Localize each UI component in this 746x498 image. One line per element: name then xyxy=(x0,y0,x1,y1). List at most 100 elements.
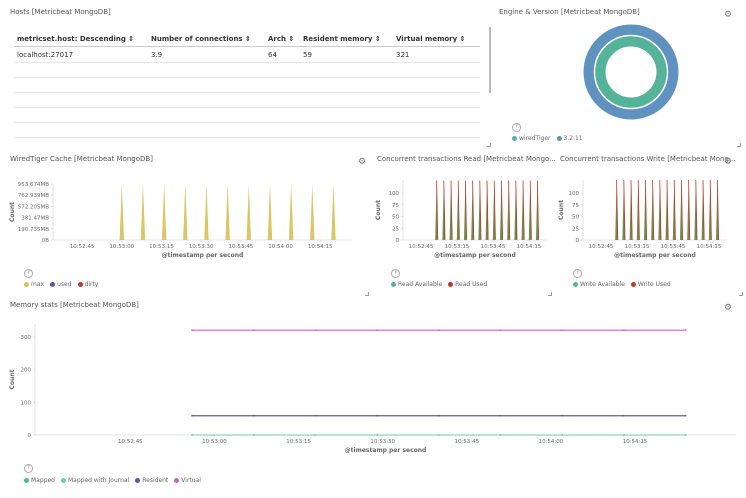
x-tick-label: 10:53:45 xyxy=(481,244,506,250)
area-spike-write-used xyxy=(695,179,698,241)
help-icon[interactable]: ? xyxy=(512,123,521,132)
area-spike-read-used xyxy=(472,180,475,240)
donut-ring-version[interactable] xyxy=(583,24,679,120)
wt-panel: WiredTiger Cache [Metricbeat MongoDB] ⚙ … xyxy=(0,150,372,298)
x-tick-label: 10:53:15 xyxy=(286,439,311,445)
legend-label: dirty xyxy=(84,281,99,288)
data-point xyxy=(499,414,502,417)
area-spike-max xyxy=(140,184,146,240)
gear-icon[interactable]: ⚙ xyxy=(357,157,367,167)
x-tick-label: 10:53:45 xyxy=(661,244,686,250)
resize-handle[interactable] xyxy=(487,143,491,147)
data-point xyxy=(561,414,564,417)
legend-item[interactable]: Mapped with Journal xyxy=(60,477,130,484)
row-divider xyxy=(14,137,480,138)
legend-item[interactable]: used xyxy=(50,281,72,288)
donut-ring-engine[interactable] xyxy=(594,35,668,109)
legend-label: Read Used xyxy=(455,281,488,288)
engine-panel-title: Engine & Version [Metricbeat MongoDB] xyxy=(499,8,640,16)
area-spike-max xyxy=(331,184,336,240)
y-tick-label: 0B xyxy=(42,238,49,244)
x-tick-label: 10:53:15 xyxy=(625,244,650,250)
y-tick-label: 75 xyxy=(392,203,399,209)
data-point xyxy=(561,329,564,332)
legend-item[interactable]: Write Available xyxy=(573,281,625,288)
cell-host: localhost:27017 xyxy=(17,51,74,59)
legend-swatch xyxy=(60,478,66,483)
legend-label: wiredTiger xyxy=(519,135,551,142)
legend-swatch xyxy=(630,282,636,287)
gear-icon[interactable]: ⚙ xyxy=(723,10,733,20)
write-chart: 100 75 50 25 0 10:52:45 10:53:15 10:53:45 10:54:… xyxy=(558,179,727,259)
area-spike-read-used xyxy=(493,180,496,240)
legend-swatch xyxy=(556,136,562,141)
gear-icon[interactable]: ⚙ xyxy=(723,303,733,313)
data-point xyxy=(437,329,440,332)
mem-legend: Mapped Mapped with Journal Resident Virt… xyxy=(24,477,201,484)
column-header-resident-memory[interactable]: Resident memory ⇕ xyxy=(303,35,381,43)
legend-item[interactable]: Virtual xyxy=(174,477,201,484)
legend-item[interactable]: max xyxy=(24,281,44,288)
legend-item[interactable]: 3.2.11 xyxy=(556,135,583,142)
legend-label: max xyxy=(31,281,45,288)
gear-icon[interactable]: ⚙ xyxy=(723,157,733,167)
legend-swatch xyxy=(77,282,83,287)
legend-item[interactable]: wiredTiger xyxy=(512,135,551,142)
data-point xyxy=(622,329,625,332)
legend-item[interactable]: Resident xyxy=(135,477,168,484)
data-point xyxy=(191,329,193,332)
legend-item[interactable]: Write Used xyxy=(630,281,671,288)
area-spike-read-used xyxy=(443,180,446,240)
legend-label: Mapped with Journal xyxy=(67,477,130,484)
resize-handle[interactable] xyxy=(548,292,552,296)
cell-virtual-memory: 321 xyxy=(396,51,410,59)
column-header-host[interactable]: metricset.host: Descending ⇕ xyxy=(17,35,135,43)
legend-item[interactable]: Mapped xyxy=(24,477,55,484)
legend-label: Write Available xyxy=(580,281,625,288)
write-panel: Concurrent transactions Write [Metricbea… xyxy=(555,150,746,298)
y-axis-title: Count xyxy=(375,200,382,220)
legend-item[interactable]: Read Used xyxy=(448,281,487,288)
mem-panel-title: Memory stats [Metricbeat MongoDB] xyxy=(10,301,139,309)
legend-item[interactable]: dirty xyxy=(77,281,99,288)
data-point xyxy=(376,414,378,417)
area-spike-write-used xyxy=(709,179,712,241)
mem-panel: Memory stats [Metricbeat MongoDB] ⚙ 300 2… xyxy=(0,298,746,498)
legend-label: Write Used xyxy=(637,281,671,288)
area-spike-read-used xyxy=(508,180,511,240)
help-icon[interactable]: ? xyxy=(24,464,33,473)
y-tick-label: 572.205MB xyxy=(18,204,49,210)
y-tick-label: 50 xyxy=(392,215,399,221)
legend-label: used xyxy=(57,281,72,288)
legend-swatch xyxy=(448,282,454,287)
x-tick-label: 10:54:00 xyxy=(268,244,293,250)
y-tick-label: 300 xyxy=(21,335,32,341)
engine-panel: Engine & Version [Metricbeat MongoDB] ⚙ … xyxy=(494,0,746,150)
legend-label: Resident xyxy=(142,477,169,484)
help-icon[interactable]: ? xyxy=(573,269,582,278)
column-header-virtual-memory[interactable]: Virtual memory ⇕ xyxy=(396,35,466,43)
area-spike-write-used xyxy=(702,179,705,241)
help-icon[interactable]: ? xyxy=(24,269,33,278)
resize-handle[interactable] xyxy=(739,292,743,296)
legend-swatch xyxy=(24,282,29,287)
x-tick-label: 10:52:45 xyxy=(409,244,434,250)
help-icon[interactable]: ? xyxy=(391,269,400,278)
data-point xyxy=(376,434,378,436)
column-header-arch[interactable]: Arch ⇕ xyxy=(268,35,295,43)
legend-item[interactable]: Read Available xyxy=(391,281,442,288)
resize-handle[interactable] xyxy=(365,292,369,296)
x-tick-label: 10:54:15 xyxy=(623,439,648,445)
data-point xyxy=(499,434,502,436)
area-spike-max xyxy=(183,184,188,240)
data-point xyxy=(622,414,625,417)
x-tick-label: 10:53:30 xyxy=(370,439,395,445)
column-header-connections[interactable]: Number of connections ⇕ xyxy=(151,35,251,43)
y-tick-label: 0 xyxy=(576,238,580,244)
table-scrollbar[interactable] xyxy=(489,27,491,93)
wt-legend: max used dirty xyxy=(24,281,98,288)
area-spike-write-used xyxy=(673,179,676,241)
area-spike-read-used xyxy=(529,180,532,240)
resize-handle[interactable] xyxy=(737,143,741,147)
engine-donut-chart xyxy=(583,24,679,120)
